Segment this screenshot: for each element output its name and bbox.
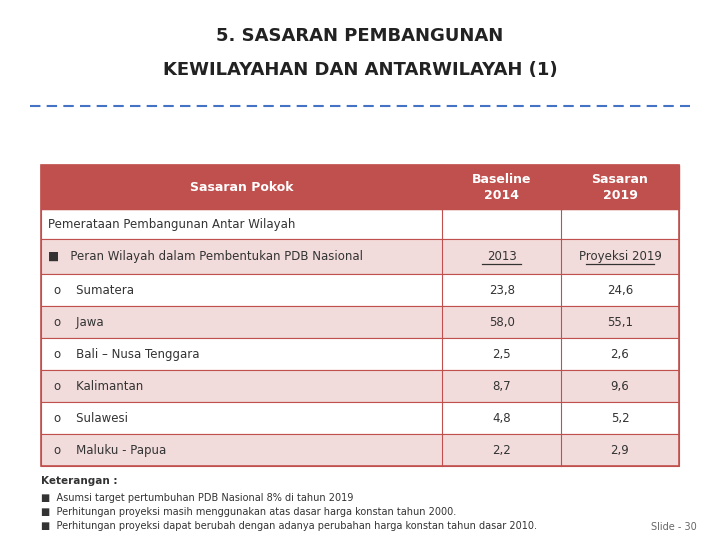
Text: ■   Peran Wilayah dalam Pembentukan PDB Nasional: ■ Peran Wilayah dalam Pembentukan PDB Na… <box>48 250 363 263</box>
Text: o    Maluku - Papua: o Maluku - Papua <box>54 444 166 457</box>
Bar <box>41 434 679 466</box>
Text: 5,2: 5,2 <box>611 411 629 424</box>
Bar <box>41 165 679 210</box>
Text: o    Jawa: o Jawa <box>54 316 104 329</box>
Bar <box>41 165 679 466</box>
Text: 23,8: 23,8 <box>489 284 515 297</box>
Text: 2,9: 2,9 <box>611 444 629 457</box>
Text: 24,6: 24,6 <box>607 284 633 297</box>
Bar <box>41 338 679 370</box>
Text: 58,0: 58,0 <box>489 316 515 329</box>
Bar <box>41 239 679 274</box>
Text: Keterangan :: Keterangan : <box>41 476 117 486</box>
Bar <box>41 402 679 434</box>
Text: 8,7: 8,7 <box>492 380 511 393</box>
Text: Baseline
2014: Baseline 2014 <box>472 173 531 202</box>
Text: o    Bali – Nusa Tenggara: o Bali – Nusa Tenggara <box>54 348 199 361</box>
Text: Proyeksi 2019: Proyeksi 2019 <box>579 250 662 263</box>
Text: 2013: 2013 <box>487 250 516 263</box>
Text: 5. SASARAN PEMBANGUNAN: 5. SASARAN PEMBANGUNAN <box>217 28 503 45</box>
Text: KEWILAYAHAN DAN ANTARWILAYAH (1): KEWILAYAHAN DAN ANTARWILAYAH (1) <box>163 61 557 79</box>
Bar <box>41 306 679 338</box>
Bar <box>41 210 679 239</box>
Text: o    Kalimantan: o Kalimantan <box>54 380 143 393</box>
Text: ■  Asumsi target pertumbuhan PDB Nasional 8% di tahun 2019: ■ Asumsi target pertumbuhan PDB Nasional… <box>41 494 354 503</box>
Text: ■  Perhitungan proyeksi masih menggunakan atas dasar harga konstan tahun 2000.: ■ Perhitungan proyeksi masih menggunakan… <box>41 508 456 517</box>
Text: 2,5: 2,5 <box>492 348 511 361</box>
Text: 2,2: 2,2 <box>492 444 511 457</box>
Text: ■  Perhitungan proyeksi dapat berubah dengan adanya perubahan harga konstan tahu: ■ Perhitungan proyeksi dapat berubah den… <box>41 522 537 531</box>
Text: Sasaran Pokok: Sasaran Pokok <box>190 181 294 194</box>
Text: o    Sulawesi: o Sulawesi <box>54 411 127 424</box>
Bar <box>41 274 679 306</box>
Text: 55,1: 55,1 <box>607 316 633 329</box>
Text: Pemerataan Pembangunan Antar Wilayah: Pemerataan Pembangunan Antar Wilayah <box>48 218 295 231</box>
Text: Slide - 30: Slide - 30 <box>652 522 697 532</box>
Text: 9,6: 9,6 <box>611 380 629 393</box>
Bar <box>41 370 679 402</box>
Text: 4,8: 4,8 <box>492 411 511 424</box>
Text: o    Sumatera: o Sumatera <box>54 284 134 297</box>
Text: 2,6: 2,6 <box>611 348 629 361</box>
Text: Sasaran
2019: Sasaran 2019 <box>592 173 649 202</box>
